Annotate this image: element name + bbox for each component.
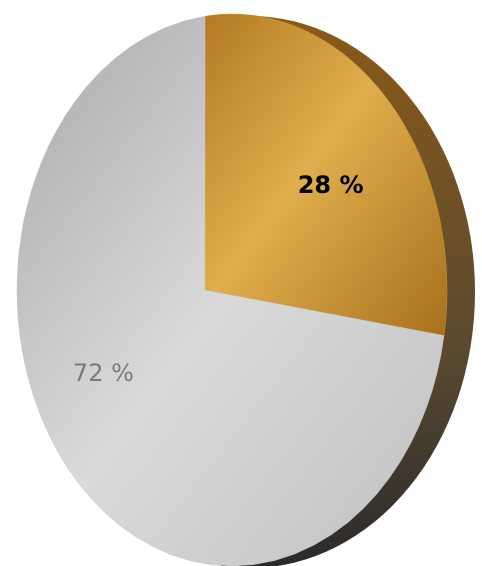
slice-label: 28 % <box>298 171 364 199</box>
pie-slice <box>204 13 448 336</box>
pie-slice <box>16 15 445 566</box>
slice-label: 72 % <box>73 359 134 387</box>
